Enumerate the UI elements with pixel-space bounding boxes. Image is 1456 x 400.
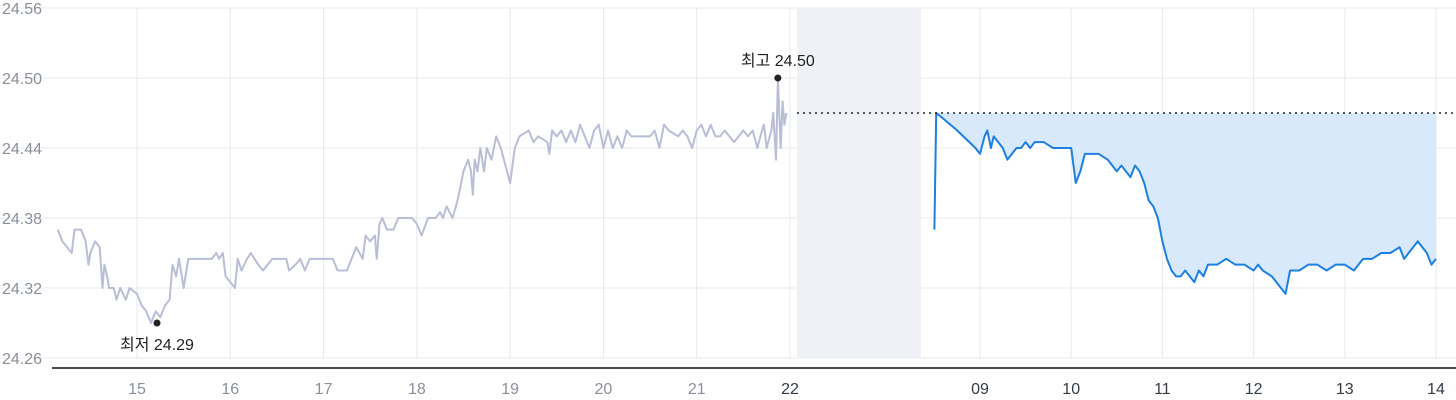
annotations: 최고 24.50 최저 24.29 bbox=[120, 52, 815, 354]
intraday-fill bbox=[936, 113, 1436, 294]
x-tick-label: 14 bbox=[1427, 381, 1445, 398]
gap-band bbox=[797, 8, 921, 358]
x-tick-label: 19 bbox=[501, 381, 519, 398]
y-tick-label: 24.56 bbox=[2, 1, 42, 18]
x-tick-label: 18 bbox=[408, 381, 426, 398]
x-tick-label: 09 bbox=[971, 381, 989, 398]
x-tick-label: 11 bbox=[1154, 381, 1171, 398]
x-tick-label: 16 bbox=[221, 381, 239, 398]
series-lines bbox=[56, 77, 1437, 324]
x-tick-label: 10 bbox=[1062, 381, 1080, 398]
high-label: 최고 24.50 bbox=[741, 52, 815, 70]
y-tick-label: 24.26 bbox=[2, 351, 42, 368]
high-marker bbox=[774, 74, 782, 82]
x-tick-label: 15 bbox=[128, 381, 146, 398]
intraday-series-line bbox=[933, 112, 1437, 295]
y-axis: 24.56 24.50 24.44 24.38 24.32 24.26 bbox=[2, 1, 42, 368]
y-tick-label: 24.38 bbox=[2, 211, 42, 228]
history-series-line bbox=[56, 77, 788, 324]
x-tick-label: 17 bbox=[315, 381, 333, 398]
x-axis: 15 16 17 18 19 20 21 22 09 10 11 12 13 14 bbox=[52, 367, 1456, 398]
session-gap-band bbox=[797, 8, 921, 358]
y-tick-label: 24.32 bbox=[2, 281, 42, 298]
x-tick-label: 12 bbox=[1245, 381, 1263, 398]
low-label: 최저 24.29 bbox=[120, 336, 194, 354]
y-tick-label: 24.50 bbox=[2, 71, 42, 88]
x-tick-label: 13 bbox=[1336, 381, 1354, 398]
x-tick-label: 22 bbox=[781, 381, 799, 398]
x-tick-label: 21 bbox=[688, 381, 706, 398]
intraday-area bbox=[936, 113, 1436, 294]
low-marker bbox=[153, 319, 161, 327]
x-tick-label: 20 bbox=[595, 381, 613, 398]
y-tick-label: 24.44 bbox=[2, 141, 42, 158]
